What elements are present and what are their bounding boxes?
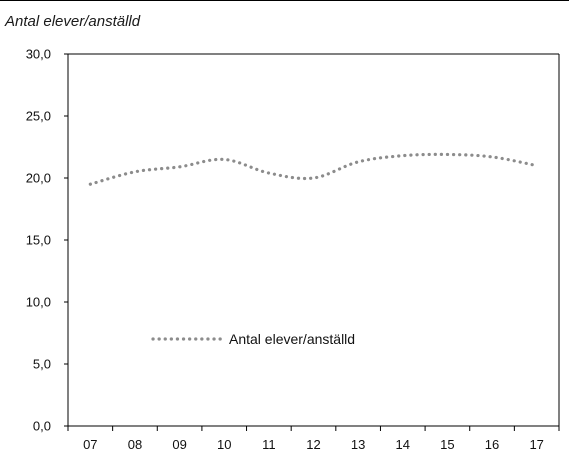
x-tick-label: 15	[440, 437, 454, 452]
y-tick-label: 0,0	[33, 419, 51, 434]
x-tick-label: 13	[351, 437, 365, 452]
top-rule	[0, 0, 569, 1]
x-tick-label: 07	[83, 437, 97, 452]
series-line	[88, 152, 539, 186]
plot-area-frame	[67, 53, 560, 427]
x-tick-label: 10	[217, 437, 231, 452]
series-group	[88, 152, 539, 186]
y-tick-label: 25,0	[26, 109, 51, 124]
y-tick-label: 20,0	[26, 171, 51, 186]
x-tick-label: 08	[128, 437, 142, 452]
y-tick-label: 5,0	[33, 357, 51, 372]
y-tick-label: 30,0	[26, 47, 51, 62]
legend-label: Antal elever/anställd	[229, 331, 355, 347]
y-axis-ticks: 0,0 5,0 10,0 15,0 20,0 25,0 30,0	[26, 47, 68, 434]
x-tick-label: 12	[306, 437, 320, 452]
chart-title: Antal elever/anställd	[5, 13, 141, 30]
y-tick-label: 10,0	[26, 295, 51, 310]
x-tick-label: 11	[262, 437, 276, 452]
x-tick-label: 14	[396, 437, 410, 452]
x-tick-label: 16	[485, 437, 499, 452]
x-axis-ticks: 07 08 09 10 11 12 13 14 15 16 17	[67, 426, 560, 452]
x-tick-label: 17	[529, 437, 543, 452]
y-tick-label: 15,0	[26, 233, 51, 248]
legend: Antal elever/anställd	[151, 331, 355, 347]
x-tick-label: 09	[172, 437, 186, 452]
